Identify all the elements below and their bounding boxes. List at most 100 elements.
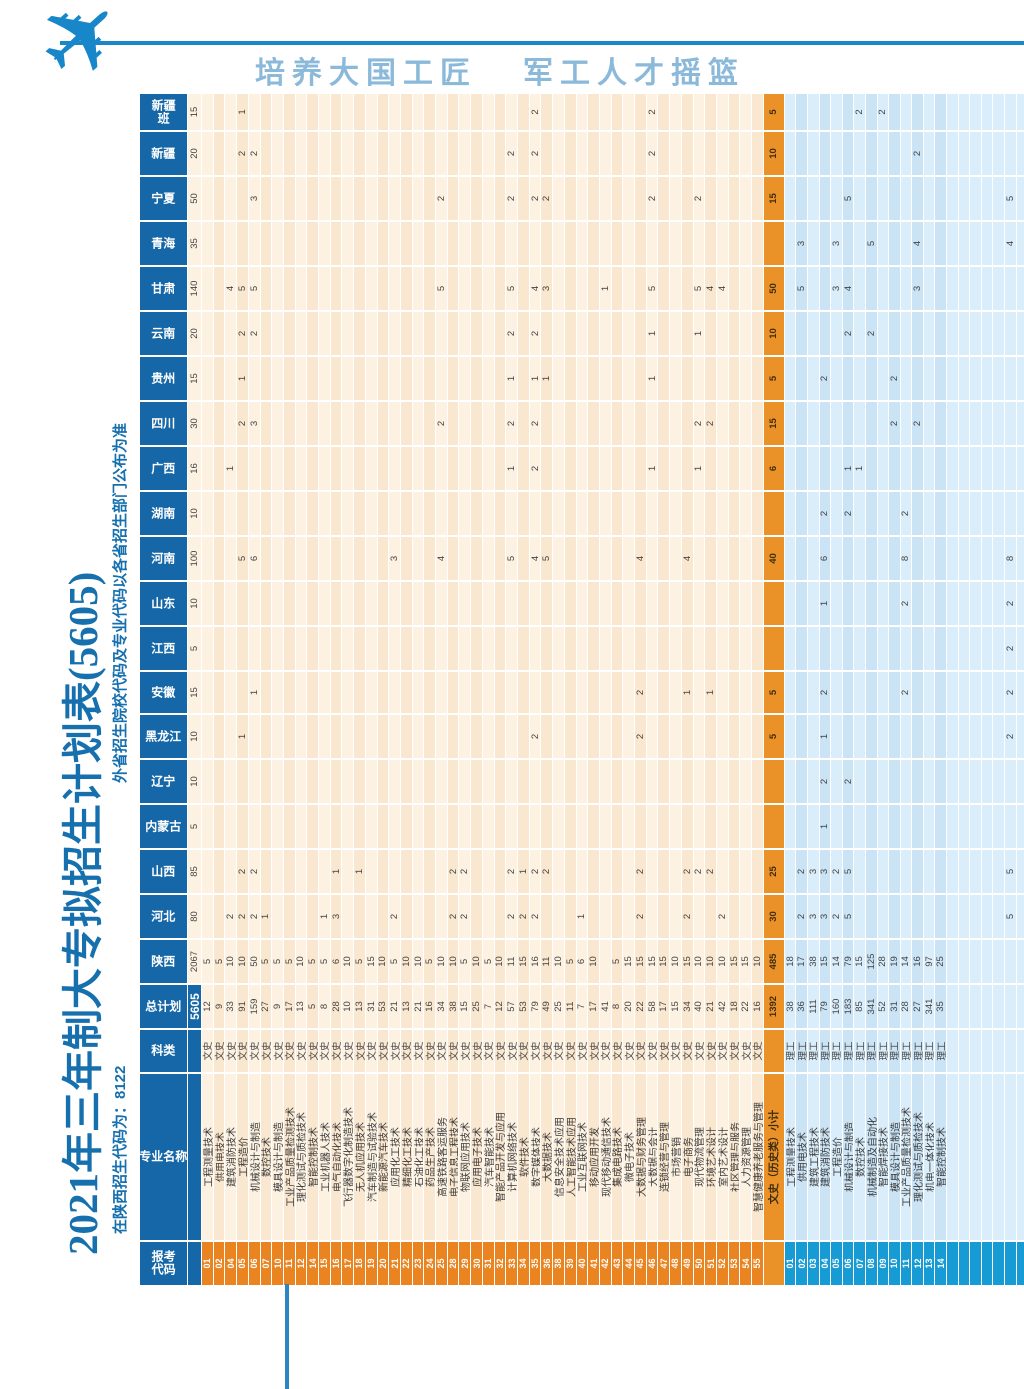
value-cell-青海 [889, 220, 901, 265]
value-cell-内蒙古 [981, 803, 994, 848]
value-cell-青海 [377, 220, 390, 265]
value-cell-广西 [900, 445, 913, 490]
total-plan-cell: 5 [307, 983, 320, 1028]
value-cell-河南 [295, 535, 308, 580]
value-cell-河北 [889, 893, 901, 938]
value-cell-云南: 2 [865, 310, 878, 355]
value-cell-辽宁: 2 [842, 758, 855, 803]
total-plan-cell: 20 [623, 983, 636, 1028]
value-cell-山西 [471, 848, 483, 893]
major-row: 40 工业互联网技术 文史 7 6 1 [576, 93, 589, 1285]
major-code-cell [970, 1240, 982, 1285]
value-cell-新疆班 [865, 93, 878, 130]
value-cell-山东 [889, 580, 901, 625]
value-cell-江西 [807, 625, 820, 670]
value-cell-辽宁 [947, 758, 959, 803]
value-cell-贵州 [319, 355, 331, 400]
category-cell: 文史 [319, 1028, 331, 1072]
value-cell-云南: 2 [529, 310, 542, 355]
value-cell-安徽 [796, 670, 808, 713]
value-cell-湖南 [763, 490, 785, 535]
major-code-cell: 54 [740, 1240, 753, 1285]
value-cell-四川 [471, 400, 483, 445]
value-cell-宁夏 [670, 175, 682, 220]
value-cell-宁夏 [705, 175, 717, 220]
total-plan-cell: 22 [635, 983, 647, 1028]
value-cell-甘肃 [202, 265, 214, 310]
value-cell-山东 [693, 580, 706, 625]
major-row: 38 信息安全技术应用 文史 25 10 [553, 93, 565, 1285]
value-cell-内蒙古 [213, 803, 226, 848]
major-code-cell [1005, 1240, 1017, 1285]
major-name-cell [947, 1072, 959, 1240]
value-cell-山东 [716, 580, 729, 625]
value-cell-山西 [599, 848, 612, 893]
value-cell-云南: 2 [842, 310, 855, 355]
value-cell-云南 [471, 310, 483, 355]
value-cell-青海 [541, 220, 554, 265]
value-cell-黑龙江 [958, 713, 971, 758]
value-cell-陕西: 15 [623, 938, 636, 983]
value-cell-江西 [1016, 625, 1024, 670]
value-cell-宁夏 [517, 175, 530, 220]
category-cell: 文史 [728, 1028, 741, 1072]
major-name-cell: 室内艺术设计 [716, 1072, 729, 1240]
value-cell-新疆班 [588, 93, 600, 130]
value-cell-云南 [447, 310, 460, 355]
value-cell-陕西: 10 [447, 938, 460, 983]
value-cell-安徽 [611, 670, 624, 713]
value-cell-江西 [400, 625, 413, 670]
value-cell-安徽 [237, 670, 249, 713]
value-cell-新疆 [635, 130, 647, 175]
value-cell-新疆班: 2 [877, 93, 890, 130]
total-plan-cell: 33 [225, 983, 238, 1028]
value-cell-甘肃 [471, 265, 483, 310]
category-cell: 文史 [225, 1028, 238, 1072]
value-cell-新疆 [330, 130, 343, 175]
value-cell-新疆 [993, 130, 1006, 175]
value-cell-新疆 [412, 130, 425, 175]
major-row: 14 智能控制技术 文史 5 5 [307, 93, 320, 1285]
value-cell-湖南 [342, 490, 355, 535]
value-cell-广西 [307, 445, 320, 490]
category-cell: 理工 [819, 1028, 832, 1072]
value-cell-青海 [412, 220, 425, 265]
value-cell-甘肃: 140 [188, 265, 202, 310]
value-cell-四川 [202, 400, 214, 445]
value-cell-云南 [202, 310, 214, 355]
value-cell-青海 [635, 220, 647, 265]
value-cell-河南 [923, 535, 936, 580]
value-cell-青海 [958, 220, 971, 265]
value-cell-江西 [854, 625, 866, 670]
major-code-cell: 16 [330, 1240, 343, 1285]
value-cell-四川 [482, 400, 495, 445]
value-cell-辽宁 [506, 758, 518, 803]
value-cell-贵州 [576, 355, 589, 400]
value-cell-新疆班 [447, 93, 460, 130]
major-row: 52 室内艺术设计 文史 42 10 2 4 [716, 93, 729, 1285]
value-cell-新疆 [716, 130, 729, 175]
major-code-cell: 06 [248, 1240, 261, 1285]
value-cell-云南: 2 [248, 310, 261, 355]
value-cell-河南: 4 [436, 535, 448, 580]
value-cell-湖南 [272, 490, 284, 535]
value-cell-辽宁 [459, 758, 472, 803]
value-cell-青海 [611, 220, 624, 265]
major-name-cell [970, 1072, 982, 1240]
total-plan-cell: 8 [319, 983, 331, 1028]
value-cell-安徽 [400, 670, 413, 713]
total-plan-cell: 18 [728, 983, 741, 1028]
value-cell-云南 [993, 310, 1006, 355]
major-row: 16 电气自动化技术 文史 28 6 3 1 [330, 93, 343, 1285]
value-cell-青海 [237, 220, 249, 265]
major-name-cell: 应用电子技术 [471, 1072, 483, 1240]
major-name-cell: 文史（历史类）小计 [763, 1072, 785, 1240]
value-cell-山东 [752, 580, 764, 625]
value-cell-山东 [283, 580, 296, 625]
total-plan-cell: 27 [260, 983, 273, 1028]
value-cell-湖南 [471, 490, 483, 535]
value-cell-陕西: 10 [400, 938, 413, 983]
value-cell-河北: 1 [576, 893, 589, 938]
column-header-总计划: 总计划 [140, 983, 188, 1028]
value-cell-内蒙古 [740, 803, 753, 848]
